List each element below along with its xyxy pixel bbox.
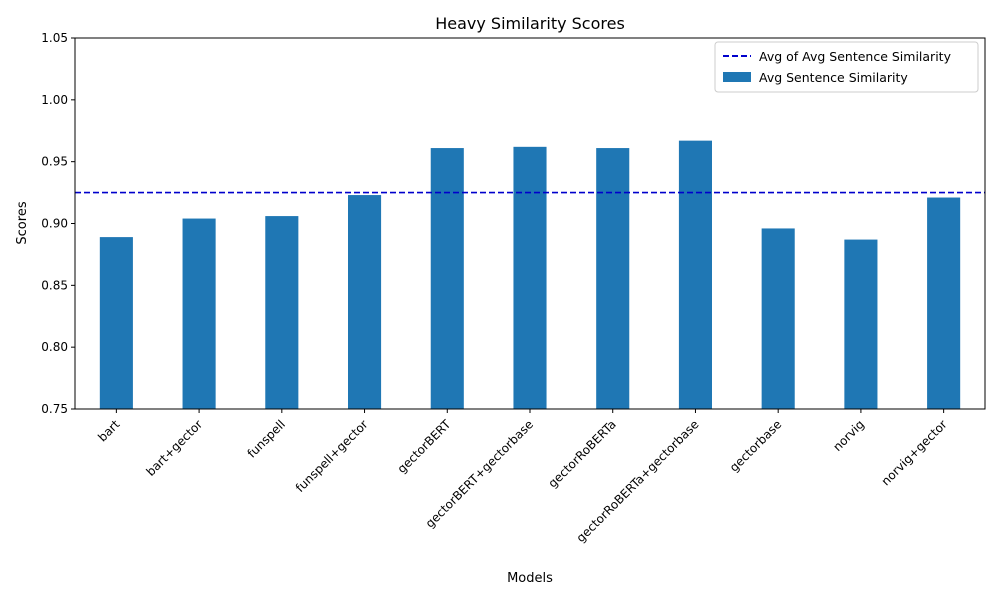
bar: [348, 195, 382, 409]
chart-title: Heavy Similarity Scores: [435, 14, 625, 33]
y-tick-label: 0.85: [41, 278, 68, 292]
bar: [99, 237, 133, 409]
y-tick-label: 1.05: [41, 31, 68, 45]
legend: Avg of Avg Sentence Similarity Avg Sente…: [714, 41, 979, 93]
y-tick-label: 0.80: [41, 340, 68, 354]
legend-label-series: Avg Sentence Similarity: [759, 70, 908, 85]
legend-label-reference: Avg of Avg Sentence Similarity: [759, 49, 952, 64]
bar: [927, 197, 961, 409]
bar: [844, 239, 878, 409]
y-tick-label: 0.95: [41, 155, 68, 169]
y-tick-label: 1.00: [41, 93, 68, 107]
bar: [430, 148, 464, 409]
bar: [265, 216, 299, 409]
y-tick-label: 0.90: [41, 217, 68, 231]
bar: [182, 218, 216, 409]
bar: [596, 148, 630, 409]
x-axis-label: Models: [507, 571, 553, 586]
bar: [513, 146, 547, 409]
bar: [678, 140, 712, 410]
y-tick-label: 0.75: [41, 402, 68, 416]
bar: [761, 228, 795, 409]
legend-box: [714, 41, 979, 93]
y-axis-label: Scores: [15, 201, 30, 244]
legend-bar-swatch: [723, 72, 751, 82]
